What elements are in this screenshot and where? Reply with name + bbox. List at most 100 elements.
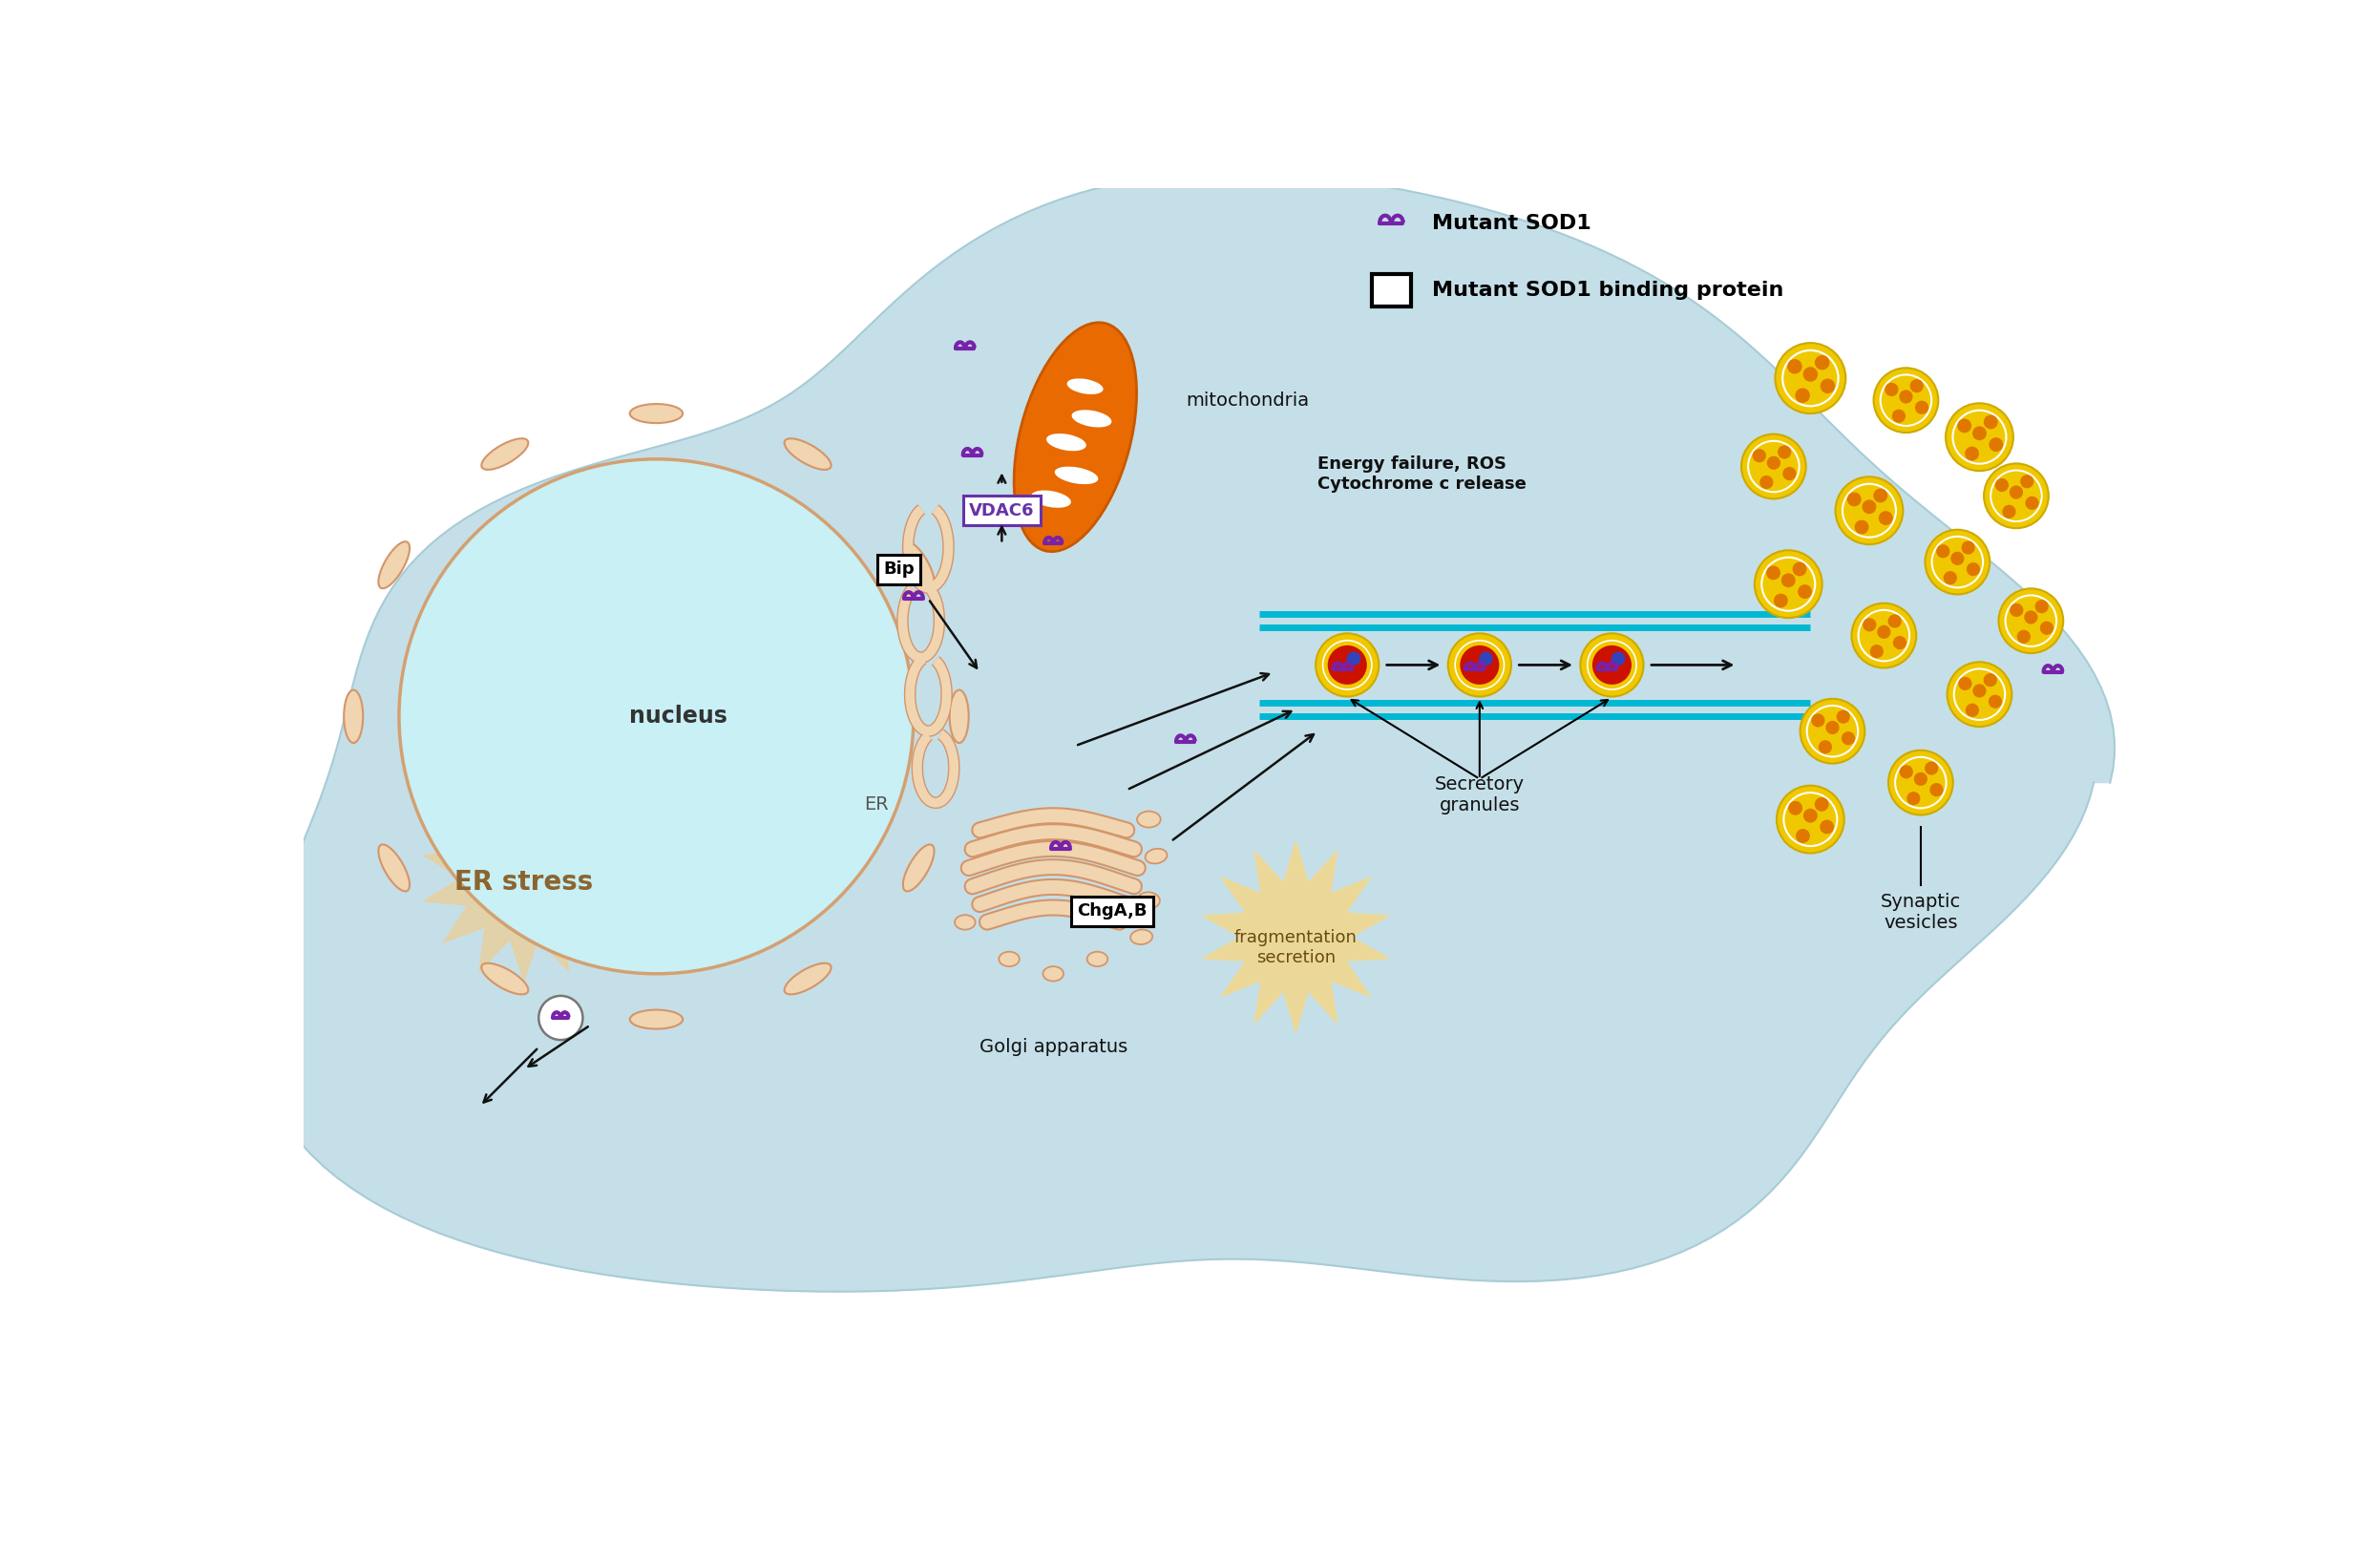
Circle shape bbox=[1842, 731, 1854, 745]
Ellipse shape bbox=[343, 690, 364, 743]
Circle shape bbox=[1947, 404, 2013, 471]
Circle shape bbox=[2035, 599, 2049, 613]
Circle shape bbox=[1873, 368, 1937, 432]
Circle shape bbox=[1956, 419, 1971, 434]
Text: Mutant SOD1: Mutant SOD1 bbox=[1433, 214, 1590, 233]
Ellipse shape bbox=[631, 404, 683, 423]
Ellipse shape bbox=[1145, 848, 1166, 864]
Circle shape bbox=[1454, 640, 1504, 690]
Text: VDAC6: VDAC6 bbox=[969, 502, 1035, 520]
Circle shape bbox=[1804, 366, 1818, 382]
Circle shape bbox=[1766, 455, 1780, 470]
Circle shape bbox=[1854, 520, 1868, 534]
Circle shape bbox=[538, 995, 583, 1039]
Circle shape bbox=[1856, 609, 1911, 662]
Text: Energy failure, ROS
Cytochrome c release: Energy failure, ROS Cytochrome c release bbox=[1319, 455, 1528, 493]
Circle shape bbox=[1842, 484, 1897, 538]
Circle shape bbox=[1994, 479, 2009, 491]
Circle shape bbox=[1878, 624, 1890, 639]
Circle shape bbox=[1835, 477, 1904, 545]
Circle shape bbox=[1906, 792, 1921, 806]
Circle shape bbox=[1809, 706, 1856, 756]
Ellipse shape bbox=[785, 962, 831, 994]
Circle shape bbox=[1580, 634, 1645, 696]
Ellipse shape bbox=[378, 541, 409, 588]
Circle shape bbox=[1887, 750, 1954, 815]
Circle shape bbox=[1973, 426, 1987, 440]
Circle shape bbox=[1878, 512, 1892, 526]
Circle shape bbox=[1587, 640, 1637, 690]
Circle shape bbox=[1947, 662, 2011, 726]
Circle shape bbox=[2009, 485, 2023, 499]
Circle shape bbox=[1754, 551, 1823, 618]
Circle shape bbox=[1916, 401, 1928, 415]
Circle shape bbox=[1457, 642, 1504, 689]
Ellipse shape bbox=[1138, 811, 1161, 828]
Circle shape bbox=[1961, 541, 1975, 554]
Circle shape bbox=[1925, 762, 1937, 775]
Circle shape bbox=[1799, 700, 1866, 764]
Circle shape bbox=[1792, 562, 1806, 576]
Circle shape bbox=[1323, 642, 1371, 689]
Circle shape bbox=[1447, 634, 1511, 696]
Circle shape bbox=[1944, 571, 1956, 585]
Circle shape bbox=[1990, 438, 2004, 452]
Text: fragmentation
secretion: fragmentation secretion bbox=[1235, 930, 1357, 967]
Circle shape bbox=[1797, 829, 1809, 844]
Text: Synaptic
vesicles: Synaptic vesicles bbox=[1880, 894, 1961, 933]
Circle shape bbox=[1930, 782, 1944, 797]
Circle shape bbox=[1837, 711, 1849, 723]
Polygon shape bbox=[255, 172, 2113, 1291]
Circle shape bbox=[1873, 488, 1887, 502]
Circle shape bbox=[1459, 645, 1499, 684]
Circle shape bbox=[1775, 786, 1844, 853]
Circle shape bbox=[1885, 383, 1899, 396]
Circle shape bbox=[1954, 670, 2004, 718]
Circle shape bbox=[1973, 684, 1987, 698]
Ellipse shape bbox=[954, 916, 976, 930]
Circle shape bbox=[1764, 559, 1814, 610]
Circle shape bbox=[1871, 645, 1883, 659]
Ellipse shape bbox=[1138, 892, 1159, 908]
Polygon shape bbox=[424, 775, 624, 981]
Circle shape bbox=[2002, 505, 2016, 518]
Circle shape bbox=[1780, 573, 1795, 587]
Circle shape bbox=[1990, 470, 2042, 523]
Circle shape bbox=[1937, 545, 1949, 559]
Ellipse shape bbox=[1130, 930, 1152, 944]
Circle shape bbox=[1783, 466, 1797, 480]
Text: ChgA,B: ChgA,B bbox=[1078, 903, 1147, 920]
Circle shape bbox=[1859, 610, 1909, 660]
Circle shape bbox=[1783, 792, 1837, 847]
Circle shape bbox=[1347, 651, 1361, 665]
Ellipse shape bbox=[1071, 410, 1111, 427]
Ellipse shape bbox=[1047, 434, 1085, 451]
Circle shape bbox=[1954, 668, 2006, 721]
Circle shape bbox=[1749, 441, 1799, 491]
Circle shape bbox=[1587, 642, 1635, 689]
Circle shape bbox=[1930, 535, 1985, 588]
Circle shape bbox=[1925, 529, 1990, 595]
Circle shape bbox=[1864, 618, 1875, 632]
Circle shape bbox=[1611, 651, 1626, 665]
Circle shape bbox=[1887, 615, 1902, 628]
Circle shape bbox=[1775, 343, 1844, 413]
Circle shape bbox=[400, 459, 914, 973]
Ellipse shape bbox=[1054, 466, 1097, 484]
Circle shape bbox=[1992, 471, 2040, 521]
Circle shape bbox=[1954, 412, 2006, 463]
Circle shape bbox=[1911, 379, 1923, 393]
Circle shape bbox=[1761, 557, 1816, 612]
Circle shape bbox=[1966, 703, 1980, 717]
Circle shape bbox=[1759, 476, 1773, 490]
FancyBboxPatch shape bbox=[1371, 274, 1411, 307]
Circle shape bbox=[1806, 704, 1859, 757]
Circle shape bbox=[1795, 388, 1809, 402]
Circle shape bbox=[1752, 449, 1766, 463]
Circle shape bbox=[1990, 695, 2002, 709]
Circle shape bbox=[1816, 355, 1830, 369]
Circle shape bbox=[1999, 588, 2063, 653]
Circle shape bbox=[1321, 640, 1373, 690]
Ellipse shape bbox=[902, 845, 935, 892]
Circle shape bbox=[1787, 358, 1802, 374]
